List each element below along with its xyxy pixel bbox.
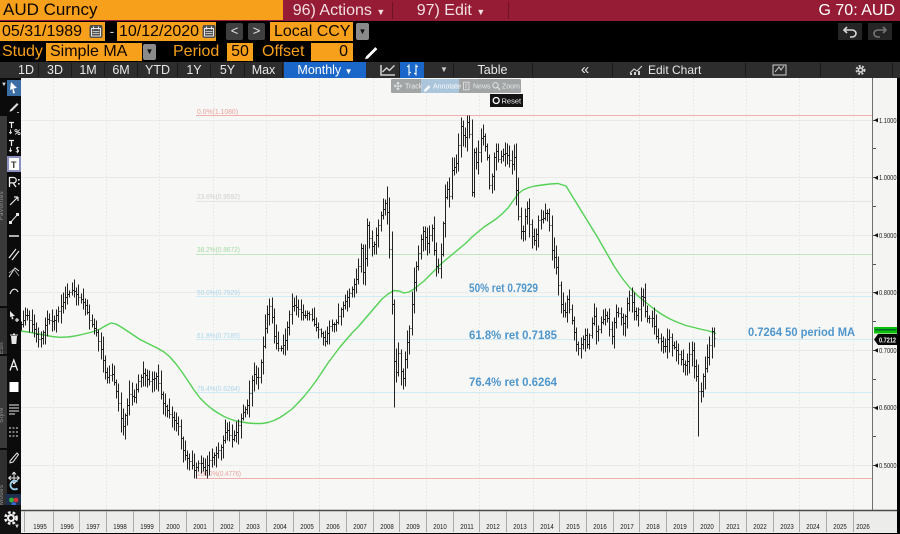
svg-text:2023: 2023	[780, 522, 794, 531]
svg-text:2015: 2015	[566, 522, 580, 531]
svg-text:1998: 1998	[113, 522, 127, 531]
svg-text:0.0%(1.1080): 0.0%(1.1080)	[197, 107, 238, 116]
svg-text:2011: 2011	[460, 522, 474, 531]
svg-text:50.0%(0.7929): 50.0%(0.7929)	[197, 288, 240, 297]
svg-text:2012: 2012	[486, 522, 500, 531]
svg-text:2002: 2002	[220, 522, 234, 531]
svg-text:2021: 2021	[726, 522, 740, 531]
svg-text:100.0%(0.4776): 100.0%(0.4776)	[197, 469, 241, 478]
svg-text:1999: 1999	[140, 522, 154, 531]
svg-text:61.8% ret 0.7185: 61.8% ret 0.7185	[469, 330, 558, 342]
svg-text:2024: 2024	[806, 522, 820, 531]
svg-text:23.6%(0.9592): 23.6%(0.9592)	[197, 192, 240, 201]
svg-text:2004: 2004	[273, 522, 287, 531]
svg-text:0.5000: 0.5000	[879, 461, 897, 470]
svg-text:1995: 1995	[33, 522, 47, 531]
svg-text:2008: 2008	[380, 522, 394, 531]
svg-text:2018: 2018	[646, 522, 660, 531]
svg-text:1.0000: 1.0000	[879, 173, 897, 182]
svg-text:0.8000: 0.8000	[879, 288, 897, 297]
svg-text:2019: 2019	[673, 522, 687, 531]
svg-text:2009: 2009	[406, 522, 420, 531]
svg-text:2017: 2017	[620, 522, 634, 531]
svg-text:38.2%(0.8672): 38.2%(0.8672)	[197, 245, 240, 254]
svg-text:50% ret 0.7929: 50% ret 0.7929	[469, 283, 538, 295]
svg-text:0.7000: 0.7000	[879, 346, 897, 355]
svg-text:2025: 2025	[833, 522, 847, 531]
svg-text:0.6000: 0.6000	[879, 403, 897, 412]
svg-text:1.1000: 1.1000	[879, 116, 897, 125]
svg-text:Annotate: Annotate	[433, 84, 461, 91]
svg-text:76.4% ret 0.6264: 76.4% ret 0.6264	[469, 377, 558, 389]
svg-text:1996: 1996	[60, 522, 74, 531]
svg-text:61.8%(0.7185): 61.8%(0.7185)	[197, 331, 240, 340]
svg-text:2000: 2000	[166, 522, 180, 531]
svg-text:0.7212: 0.7212	[879, 336, 896, 345]
svg-text:2003: 2003	[246, 522, 260, 531]
svg-text:2022: 2022	[753, 522, 767, 531]
svg-text:Reset: Reset	[502, 97, 523, 106]
svg-text:0.7264 50 period MA: 0.7264 50 period MA	[748, 327, 855, 339]
svg-text:2016: 2016	[593, 522, 607, 531]
svg-text:T: T	[11, 160, 17, 170]
svg-text:2001: 2001	[193, 522, 207, 531]
svg-text:2010: 2010	[433, 522, 447, 531]
svg-text:1997: 1997	[86, 522, 100, 531]
svg-text:0.9000: 0.9000	[879, 231, 897, 240]
svg-text:2005: 2005	[300, 522, 314, 531]
svg-text:News: News	[473, 84, 491, 91]
svg-text:2026: 2026	[856, 522, 870, 531]
svg-text:2006: 2006	[326, 522, 340, 531]
svg-text:76.4%(0.6264): 76.4%(0.6264)	[197, 384, 240, 393]
svg-text:2013: 2013	[513, 522, 527, 531]
svg-text:2014: 2014	[540, 522, 554, 531]
svg-text:Zoom: Zoom	[502, 84, 520, 91]
svg-text:2007: 2007	[353, 522, 367, 531]
svg-text:2020: 2020	[700, 522, 714, 531]
svg-text:Track: Track	[405, 84, 423, 91]
